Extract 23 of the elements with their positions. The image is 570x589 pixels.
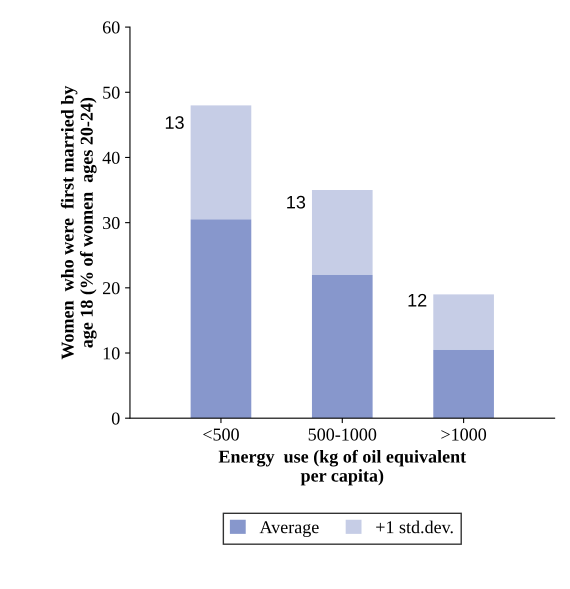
y-tick-label: 10 xyxy=(104,347,120,360)
legend-label: Average xyxy=(260,521,319,538)
y-axis-title: Women who were first married by age 18 (% of women ages 20-24) xyxy=(60,86,97,360)
bar xyxy=(433,294,494,350)
bar xyxy=(312,190,373,275)
bar xyxy=(190,219,252,418)
y-tick-label: 30 xyxy=(103,216,120,230)
y-tick-label: 60 xyxy=(102,21,120,34)
y-tick-label: 0 xyxy=(112,412,120,425)
x-axis-title: Energy use (kg of oil equivalent per capita) xyxy=(218,450,466,486)
y-tick-label: 20 xyxy=(102,282,120,294)
bar xyxy=(433,350,494,418)
x-tick-label: >1000 xyxy=(441,428,486,441)
bar xyxy=(312,274,373,418)
annotation: 13 xyxy=(287,196,306,209)
y-tick-label: 40 xyxy=(102,152,120,164)
y-tick-label: 50 xyxy=(103,86,120,99)
annotation: 13 xyxy=(166,116,184,129)
annotation: 12 xyxy=(408,294,426,306)
x-tick-label: <500 xyxy=(203,428,239,441)
x-tick-label: 500-1000 xyxy=(308,428,376,441)
bar xyxy=(190,105,252,220)
legend-label: +1 std.dev. xyxy=(376,520,453,534)
